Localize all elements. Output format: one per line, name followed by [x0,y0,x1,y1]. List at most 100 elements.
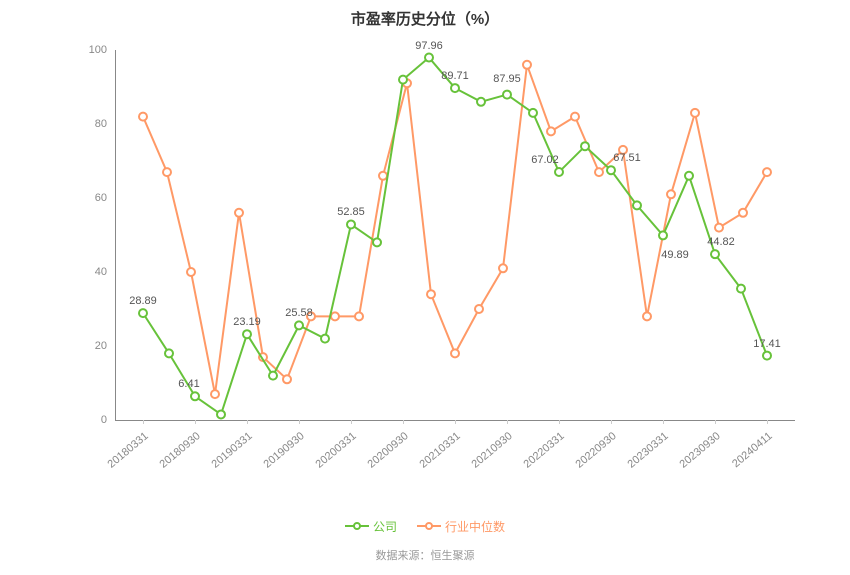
series-marker [643,312,651,320]
legend-marker [345,520,369,532]
x-tick-label: 20220930 [573,430,618,471]
series-marker [347,220,355,228]
x-tick-label: 20200331 [313,430,358,471]
x-tick-label: 20210930 [469,430,514,471]
series-marker [427,290,435,298]
y-tick-label: 0 [79,414,107,426]
data-label: 67.51 [613,152,641,164]
x-axis: 2018033120180930201903312019093020200331… [115,424,795,489]
y-tick-label: 40 [79,266,107,278]
y-tick-label: 20 [79,340,107,352]
series-marker [379,172,387,180]
source-value: 恒生聚源 [431,550,475,562]
series-marker [373,238,381,246]
data-label: 49.89 [661,249,689,261]
x-tick-mark [247,420,248,424]
plot-area: 28.896.4123.1925.5852.8597.9689.7187.956… [115,50,795,420]
series-marker [571,113,579,121]
series-marker [685,172,693,180]
series-marker [503,91,511,99]
x-tick-mark [195,420,196,424]
series-marker [139,113,147,121]
x-tick-mark [403,420,404,424]
series-marker [763,352,771,360]
series-line [143,65,767,394]
series-marker [711,250,719,258]
series-marker [235,209,243,217]
series-marker [555,168,563,176]
x-tick-mark [611,420,612,424]
series-marker [633,201,641,209]
series-marker [715,224,723,232]
data-source: 数据来源：恒生聚源 [0,547,850,563]
x-tick-mark [507,420,508,424]
series-marker [475,305,483,313]
x-tick-mark [663,420,664,424]
series-marker [763,168,771,176]
x-tick-label: 20240411 [730,430,775,470]
series-marker [451,84,459,92]
x-tick-label: 20180930 [157,430,202,471]
data-label: 6.41 [178,378,199,390]
legend-item[interactable]: 公司 [345,518,397,535]
x-tick-label: 20220331 [521,430,566,471]
x-tick-label: 20210331 [417,430,462,471]
series-marker [331,312,339,320]
series-marker [529,109,537,117]
data-label: 52.85 [337,206,365,218]
series-marker [451,349,459,357]
data-label: 87.95 [493,73,521,85]
series-marker [581,142,589,150]
legend-label: 行业中位数 [445,518,505,535]
source-label: 数据来源： [376,550,431,562]
x-tick-mark [299,420,300,424]
series-marker [425,54,433,62]
y-tick-label: 100 [79,44,107,56]
legend-marker [417,520,441,532]
x-tick-label: 20230930 [677,430,722,471]
chart-svg [115,50,795,420]
series-marker [165,349,173,357]
series-marker [187,268,195,276]
legend-label: 公司 [373,518,397,535]
series-marker [659,231,667,239]
series-marker [269,372,277,380]
data-label: 89.71 [441,70,469,82]
x-tick-mark [715,420,716,424]
series-marker [217,410,225,418]
x-tick-mark [351,420,352,424]
chart-title: 市盈率历史分位（%） [0,8,850,29]
series-marker [739,209,747,217]
x-tick-mark [143,420,144,424]
series-marker [355,312,363,320]
series-marker [667,190,675,198]
series-marker [607,166,615,174]
x-tick-label: 20230331 [625,430,670,471]
data-label: 97.96 [415,40,443,52]
series-marker [211,390,219,398]
x-tick-mark [455,420,456,424]
series-marker [283,375,291,383]
x-tick-mark [559,420,560,424]
data-label: 44.82 [707,236,735,248]
series-marker [547,127,555,135]
series-marker [243,330,251,338]
data-label: 67.02 [531,154,559,166]
data-label: 17.41 [753,338,781,350]
x-tick-mark [767,420,768,424]
legend-item[interactable]: 行业中位数 [417,518,505,535]
x-tick-label: 20200930 [365,430,410,471]
x-tick-label: 20180331 [105,430,150,471]
data-label: 23.19 [233,316,261,328]
data-label: 28.89 [129,295,157,307]
series-marker [477,98,485,106]
chart-container: 市盈率历史分位（%） 020406080100 28.89 6.41 23.19 25… [0,0,850,575]
data-label: 25.58 [285,307,313,319]
y-tick-label: 80 [79,118,107,130]
series-marker [139,309,147,317]
y-axis: 020406080100 [85,50,113,420]
series-marker [191,392,199,400]
legend: 公司 行业中位数 [0,518,850,536]
series-marker [399,76,407,84]
series-marker [691,109,699,117]
